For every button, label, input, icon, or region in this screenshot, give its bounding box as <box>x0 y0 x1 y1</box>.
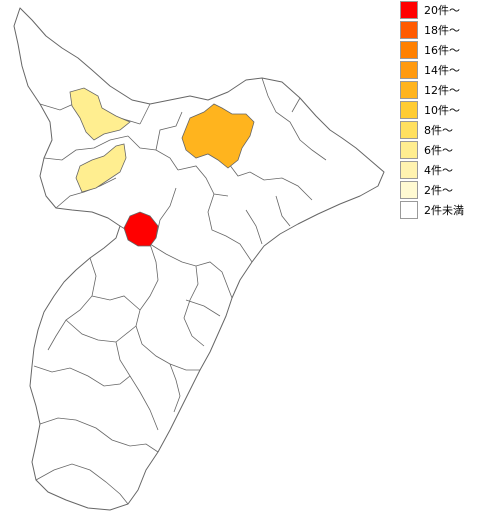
legend-swatch <box>400 21 418 39</box>
legend-swatch <box>400 161 418 179</box>
legend-label: 2件～ <box>424 184 453 197</box>
legend-item: 10件～ <box>400 100 500 120</box>
northwest-municipality-b <box>75 143 127 193</box>
legend-swatch <box>400 121 418 139</box>
legend-label: 14件～ <box>424 64 460 77</box>
legend-swatch <box>400 181 418 199</box>
north-municipality <box>181 103 255 169</box>
legend-item: 14件～ <box>400 60 500 80</box>
legend-item: 6件～ <box>400 140 500 160</box>
legend-item: 16件～ <box>400 40 500 60</box>
legend-swatch <box>400 141 418 159</box>
legend-item: 12件～ <box>400 80 500 100</box>
northwest-municipality-a <box>69 87 131 141</box>
legend-label: 16件～ <box>424 44 460 57</box>
central-municipality <box>123 211 159 247</box>
municipality-boundaries <box>33 77 327 505</box>
legend-item: 2件未満 <box>400 200 500 220</box>
legend-swatch <box>400 101 418 119</box>
legend-item: 18件～ <box>400 20 500 40</box>
legend: 20件～ 18件～ 16件～ 14件～ 12件～ 10件～ 8件～ 6件～ 4件～ 2件～ 2件未満 <box>400 0 500 220</box>
legend-item: 8件～ <box>400 120 500 140</box>
legend-swatch <box>400 61 418 79</box>
legend-swatch <box>400 81 418 99</box>
legend-swatch <box>400 41 418 59</box>
legend-label: 4件～ <box>424 164 453 177</box>
legend-label: 2件未満 <box>424 204 464 217</box>
legend-swatch <box>400 201 418 219</box>
legend-label: 12件～ <box>424 84 460 97</box>
legend-item: 4件～ <box>400 160 500 180</box>
legend-label: 8件～ <box>424 124 453 137</box>
legend-label: 18件～ <box>424 24 460 37</box>
legend-label: 10件～ <box>424 104 460 117</box>
legend-item: 2件～ <box>400 180 500 200</box>
legend-swatch <box>400 1 418 19</box>
legend-label: 20件～ <box>424 4 460 17</box>
prefecture-outline <box>13 7 385 511</box>
legend-label: 6件～ <box>424 144 453 157</box>
legend-item: 20件～ <box>400 0 500 20</box>
